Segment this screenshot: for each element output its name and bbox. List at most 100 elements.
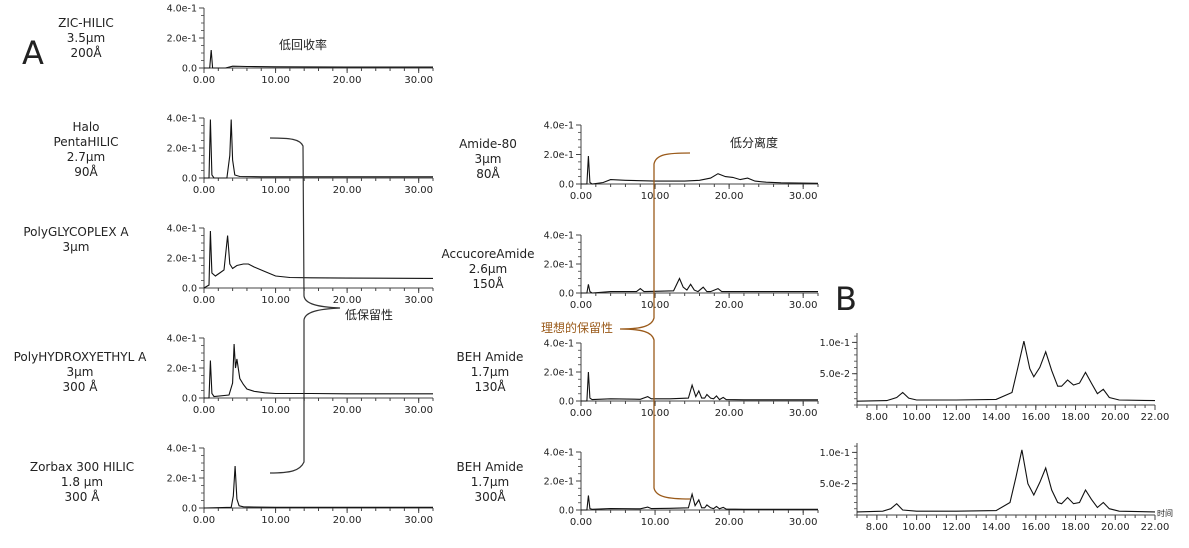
x-tick-label: 30.00 <box>404 295 433 306</box>
annotation-low-recovery: 低回收率 <box>279 37 327 52</box>
y-tick-label: 0.0 <box>559 506 574 517</box>
x-tick-label: 30.00 <box>789 300 818 311</box>
y-tick-label: 0.0 <box>559 180 574 191</box>
y-tick-label: 1.0e-1 <box>820 338 850 349</box>
x-tick-label: 0.00 <box>570 517 592 528</box>
x-tick-label: 18.00 <box>1061 412 1090 423</box>
y-tick-label: 4.0e-1 <box>167 224 197 235</box>
y-tick-label: 2.0e-1 <box>544 368 574 379</box>
x-tick-label: 0.00 <box>193 405 215 416</box>
sample-label-polyhydroxyethyl: PolyHYDROXYETHYL A 3μm 300 Å <box>6 350 154 395</box>
label-line: 3μm <box>66 365 94 379</box>
x-tick-label: 22.00 <box>1141 412 1170 423</box>
y-tick-label: 5.0e-2 <box>820 479 850 490</box>
x-tick-label: 20.00 <box>1101 522 1130 533</box>
label-line: 90Å <box>74 165 98 179</box>
x-tick-label: 18.00 <box>1061 522 1090 533</box>
x-tick-label: 16.00 <box>1021 412 1050 423</box>
label-line: BEH Amide <box>456 460 524 474</box>
x-tick-label: 8.00 <box>866 522 888 533</box>
sample-label-beh-300: BEH Amide 1.7μm 300Å <box>440 460 540 505</box>
x-tick-label: 10.00 <box>641 300 670 311</box>
y-tick-label: 4.0e-1 <box>544 231 574 242</box>
y-tick-label: 0.0 <box>182 394 197 405</box>
label-line: 200Å <box>70 46 102 60</box>
x-tick-label: 0.00 <box>570 300 592 311</box>
y-tick-label: 2.0e-1 <box>167 254 197 265</box>
x-tick-label: 22.00 <box>1141 522 1170 533</box>
y-tick-label: 5.0e-2 <box>820 369 850 380</box>
ideal-retention-bracket <box>619 152 691 500</box>
chromatogram-trace <box>581 155 819 185</box>
low-retention-bracket <box>269 137 341 474</box>
y-tick-label: 4.0e-1 <box>167 4 197 15</box>
chromatogram-trace <box>581 371 818 402</box>
sample-label-beh-130: BEH Amide 1.7μm 130Å <box>440 350 540 395</box>
y-tick-label: 0.0 <box>559 289 574 300</box>
x-tick-label: 0.00 <box>570 191 592 202</box>
sample-label-polyglycoplex: PolyGLYCOPLEX A 3μm <box>14 225 138 255</box>
chromatogram-trace <box>204 343 433 399</box>
label-line: Halo <box>72 120 100 134</box>
x-tick-label: 20.00 <box>333 295 362 306</box>
chromatogram-plot: 0.00 10.00 20.00 30.00 0.0 2.0e-1 4.0e-1 <box>167 444 434 526</box>
chromatogram-trace <box>204 49 433 69</box>
y-tick-label: 4.0e-1 <box>544 339 574 350</box>
annotation-low-separation: 低分离度 <box>730 135 778 150</box>
y-tick-label: 2.0e-1 <box>544 260 574 271</box>
label-line: 1.7μm <box>470 365 510 379</box>
x-tick-label: 0.00 <box>193 295 215 306</box>
x-tick-label: 10.00 <box>261 405 290 416</box>
label-line: ZIC-HILIC <box>58 16 114 30</box>
x-tick-label: 16.00 <box>1021 522 1050 533</box>
x-tick-label: 20.00 <box>333 185 362 196</box>
chromatogram-plot: 0.00 10.00 20.00 30.00 0.0 2.0e-1 4.0e-1 <box>167 334 434 416</box>
chromatogram-plot: 0.00 10.00 20.00 30.00 0.0 2.0e-1 4.0e-1 <box>544 448 819 528</box>
label-line: 2.6μm <box>468 262 508 276</box>
panel-label-a: A <box>22 34 44 72</box>
x-tick-label: 14.00 <box>982 522 1011 533</box>
y-tick-label: 4.0e-1 <box>167 114 197 125</box>
panel-label-b: B <box>835 280 857 318</box>
x-tick-label: 0.00 <box>570 408 592 419</box>
chromatogram-plot: 8.00 10.00 12.00 14.00 16.00 18.00 20.00 22.00 5… <box>820 333 1170 423</box>
x-tick-label: 20.00 <box>333 405 362 416</box>
chromatogram-trace <box>203 465 433 509</box>
x-tick-label: 30.00 <box>404 185 433 196</box>
sample-label-halo-pentahilic: Halo PentaHILIC 2.7μm 90Å <box>30 120 142 180</box>
y-tick-label: 2.0e-1 <box>167 474 197 485</box>
x-tick-label: 30.00 <box>404 515 433 526</box>
x-tick-label: 20.00 <box>715 191 744 202</box>
label-line: 3μm <box>62 240 90 254</box>
x-tick-label: 20.00 <box>715 300 744 311</box>
annotation-low-retention: 低保留性 <box>345 308 393 322</box>
chromatogram-plot: 0.00 10.00 20.00 30.00 0.0 2.0e-1 4.0e-1 <box>167 4 434 86</box>
x-tick-label: 10.00 <box>641 517 670 528</box>
chromatogram-plot: 0.00 10.00 20.00 30.00 0.0 2.0e-1 4.0e-1 <box>544 339 819 419</box>
chromatogram-plot: 8.00 10.00 12.00 14.00 16.00 18.00 20.00 22.00 5… <box>820 443 1170 533</box>
y-tick-label: 2.0e-1 <box>544 477 574 488</box>
x-tick-label: 10.00 <box>902 522 931 533</box>
sample-label-zorbax: Zorbax 300 HILIC 1.8 μm 300 Å <box>20 460 144 505</box>
y-tick-label: 0.0 <box>182 284 197 295</box>
label-line: 80Å <box>476 167 500 181</box>
label-line: 2.7μm <box>66 150 106 164</box>
x-tick-label: 14.00 <box>982 412 1011 423</box>
label-line: BEH Amide <box>456 350 524 364</box>
label-line: Zorbax 300 HILIC <box>29 460 135 474</box>
y-tick-label: 1.0e-1 <box>820 448 850 459</box>
y-tick-label: 4.0e-1 <box>167 444 197 455</box>
x-tick-label: 30.00 <box>789 517 818 528</box>
time-unit-label: 时间 <box>1157 508 1173 518</box>
chromatogram-plot: 0.00 10.00 20.00 30.00 0.0 2.0e-1 4.0e-1 <box>167 114 434 196</box>
y-tick-label: 0.0 <box>182 64 197 75</box>
x-tick-label: 10.00 <box>261 515 290 526</box>
chromatogram-trace <box>856 340 1156 402</box>
chromatogram-plot: 0.00 10.00 20.00 30.00 0.0 2.0e-1 4.0e-1 <box>167 224 434 306</box>
label-line: 1.7μm <box>470 475 510 489</box>
x-tick-label: 10.00 <box>641 408 670 419</box>
label-line: 300 Å <box>64 490 100 504</box>
x-tick-label: 30.00 <box>404 75 433 86</box>
